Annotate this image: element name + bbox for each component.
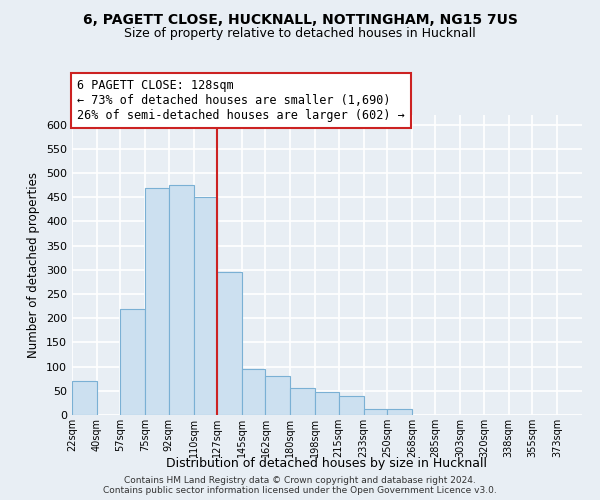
Text: Distribution of detached houses by size in Hucknall: Distribution of detached houses by size … bbox=[167, 458, 487, 470]
Bar bbox=[339, 396, 364, 415]
Y-axis label: Number of detached properties: Number of detached properties bbox=[28, 172, 40, 358]
Bar bbox=[194, 198, 217, 415]
Bar bbox=[290, 388, 315, 415]
Text: Contains HM Land Registry data © Crown copyright and database right 2024.
Contai: Contains HM Land Registry data © Crown c… bbox=[103, 476, 497, 495]
Text: Size of property relative to detached houses in Hucknall: Size of property relative to detached ho… bbox=[124, 28, 476, 40]
Text: 6 PAGETT CLOSE: 128sqm
← 73% of detached houses are smaller (1,690)
26% of semi-: 6 PAGETT CLOSE: 128sqm ← 73% of detached… bbox=[77, 79, 405, 122]
Bar bbox=[364, 409, 387, 415]
Bar bbox=[72, 381, 97, 415]
Text: 6, PAGETT CLOSE, HUCKNALL, NOTTINGHAM, NG15 7US: 6, PAGETT CLOSE, HUCKNALL, NOTTINGHAM, N… bbox=[83, 12, 517, 26]
Bar bbox=[121, 308, 145, 415]
Bar bbox=[217, 272, 242, 415]
Bar bbox=[265, 376, 290, 415]
Bar bbox=[169, 185, 194, 415]
Bar bbox=[242, 369, 265, 415]
Bar bbox=[145, 188, 169, 415]
Bar bbox=[315, 392, 339, 415]
Bar bbox=[387, 409, 412, 415]
